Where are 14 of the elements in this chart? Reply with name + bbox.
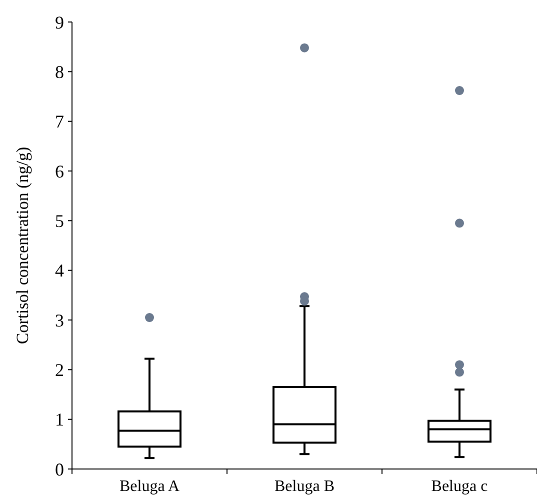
y-tick-label: 1 <box>55 410 64 430</box>
y-tick-label: 3 <box>55 310 64 330</box>
y-tick-label: 6 <box>55 161 64 182</box>
y-tick-label: 0 <box>55 459 64 480</box>
x-tick-label: Beluga B <box>274 478 334 495</box>
x-tick-label: Beluga c <box>431 478 488 495</box>
y-tick-label: 2 <box>55 360 64 380</box>
y-tick-label: 8 <box>55 62 64 82</box>
y-axis-title: Cortisol concentration (ng/g) <box>13 146 32 344</box>
x-tick-label: Beluga A <box>120 478 180 495</box>
y-tick-label: 9 <box>55 12 64 32</box>
y-tick-label: 4 <box>55 260 64 281</box>
y-tick-label: 7 <box>55 112 64 132</box>
y-tick-label: 5 <box>55 210 64 231</box>
